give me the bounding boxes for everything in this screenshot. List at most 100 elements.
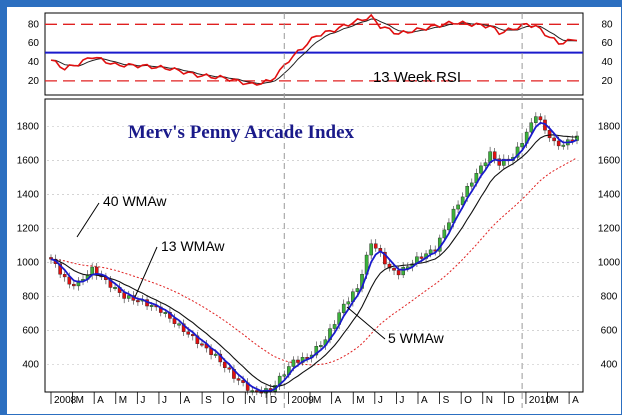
- time-tick-label: J: [378, 395, 383, 406]
- price-tick-label-right: 1200: [598, 223, 621, 234]
- candle: [369, 243, 373, 256]
- candle: [291, 359, 296, 367]
- candle: [236, 378, 241, 381]
- candle: [319, 345, 323, 347]
- price-tick-label-left: 800: [22, 292, 39, 303]
- candle: [126, 295, 131, 299]
- time-tick-label: M: [119, 395, 127, 406]
- candle: [332, 324, 337, 329]
- candle: [497, 158, 502, 166]
- time-tick-label: 2010: [529, 395, 552, 406]
- candle: [200, 343, 204, 346]
- candle: [502, 158, 506, 166]
- candle: [515, 146, 520, 158]
- time-tick-label: M: [76, 395, 84, 406]
- rsi-label: 13 Week RSI: [373, 69, 461, 86]
- time-tick-label: M: [313, 395, 321, 406]
- candle: [72, 283, 76, 287]
- candle: [341, 303, 346, 313]
- time-tick-label: N: [248, 395, 255, 406]
- candle: [186, 331, 191, 335]
- annotation-pointer: [346, 306, 386, 340]
- chart-canvas: 20 20 40 40 60 60 80 80 400 400 600 600 800 800 1000 1…: [7, 7, 621, 414]
- rsi-tick-label-right: 40: [601, 57, 613, 68]
- candle: [241, 380, 245, 383]
- chart-title: Merv's Penny Arcade Index: [128, 122, 355, 143]
- time-tick-label: S: [205, 395, 212, 406]
- candle: [460, 196, 465, 206]
- rsi-tick-label-right: 20: [601, 76, 613, 87]
- price-tick-label-right: 1400: [598, 189, 621, 200]
- candle: [62, 274, 67, 278]
- candle: [561, 144, 566, 147]
- candle: [387, 263, 392, 269]
- candle: [520, 143, 524, 148]
- rsi-panel: 20 20 40 40 60 60 80 80: [28, 12, 613, 96]
- price-tick-label-left: 1200: [17, 223, 40, 234]
- time-tick-label: A: [97, 395, 104, 406]
- price-tick-label-right: 600: [601, 326, 618, 337]
- candle: [136, 300, 140, 303]
- time-axis: 2008 M A M J J A S O N D 2009 M A M J J A S O N D 2010 M A: [45, 391, 583, 406]
- price-tick-label-left: 400: [22, 360, 39, 371]
- candle: [76, 280, 81, 287]
- candle: [456, 204, 460, 210]
- time-tick-label: O: [227, 395, 235, 406]
- time-tick-label: O: [464, 395, 472, 406]
- rsi-tick-label-right: 80: [601, 19, 613, 30]
- time-tick-label: A: [421, 395, 428, 406]
- candle: [401, 266, 405, 276]
- time-tick-label: J: [140, 395, 145, 406]
- rsi-frame: [44, 12, 584, 96]
- candle: [469, 182, 474, 187]
- chart-background: [7, 7, 621, 414]
- price-tick-label-left: 600: [22, 326, 39, 337]
- candle: [373, 243, 378, 249]
- candle: [213, 353, 218, 356]
- candle: [534, 116, 538, 123]
- wma13-line: [50, 134, 577, 388]
- candle: [172, 318, 177, 324]
- time-tick-label: S: [443, 395, 450, 406]
- time-tick-label: 2008: [54, 395, 77, 406]
- price-tick-label-left: 1000: [17, 258, 40, 269]
- price-tick-label-right: 1000: [598, 258, 621, 269]
- candle: [547, 129, 552, 139]
- candle: [529, 122, 534, 133]
- price-tick-label-left: 1600: [17, 155, 40, 166]
- candle: [419, 256, 424, 259]
- candle: [447, 222, 451, 231]
- wma5-line: [50, 121, 578, 393]
- time-tick-label: A: [572, 395, 579, 406]
- price-tick-label-right: 800: [601, 292, 618, 303]
- candle: [113, 287, 117, 289]
- annotation-40-wmaw: 40 WMAw: [103, 193, 167, 209]
- time-tick-label: M: [551, 395, 559, 406]
- rsi-tick-label-left: 80: [28, 19, 40, 30]
- candle: [223, 361, 227, 368]
- rsi-tick-label-left: 40: [28, 57, 40, 68]
- annotation-pointer: [76, 202, 100, 238]
- time-tick-label: J: [162, 395, 167, 406]
- time-tick-label: A: [335, 395, 342, 406]
- time-tick-label: J: [399, 395, 404, 406]
- candle: [552, 137, 556, 142]
- candle: [538, 116, 543, 121]
- candle: [296, 359, 300, 363]
- candle: [149, 304, 154, 307]
- rsi-line: [50, 13, 578, 86]
- candle: [282, 374, 287, 377]
- price-tick-label-right: 1800: [598, 121, 621, 132]
- candle: [492, 151, 497, 159]
- price-tick-label-right: 400: [601, 360, 618, 371]
- candle: [383, 251, 387, 265]
- candle: [442, 229, 447, 239]
- candle: [58, 263, 62, 275]
- candle: [483, 162, 488, 167]
- rsi-tick-label-right: 60: [601, 38, 613, 49]
- time-tick-label: N: [486, 395, 493, 406]
- candle: [556, 140, 561, 147]
- annotation-pointer: [134, 246, 158, 298]
- candle: [396, 270, 401, 276]
